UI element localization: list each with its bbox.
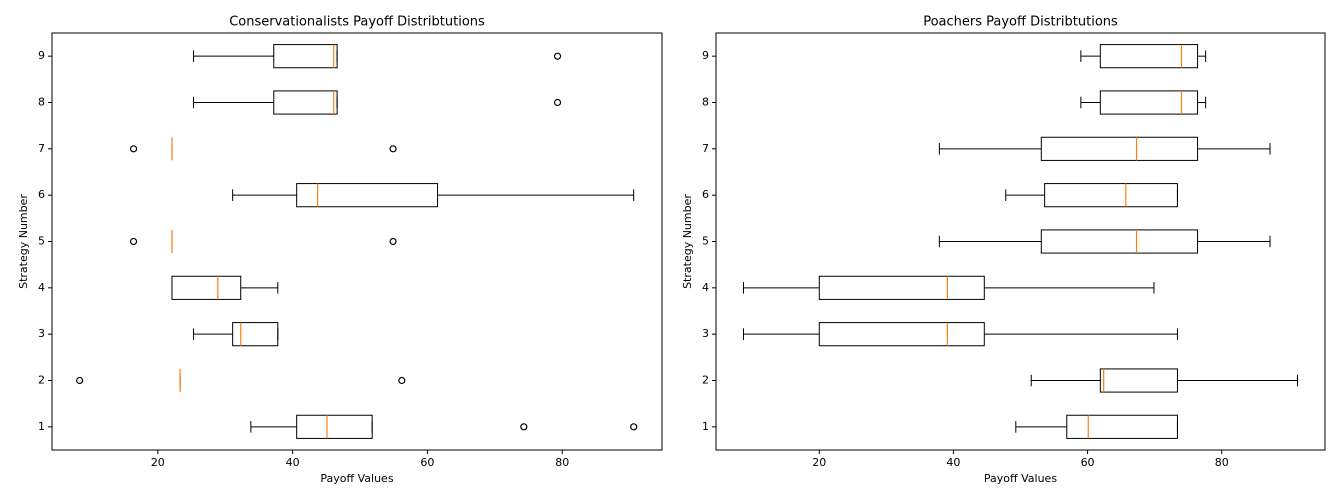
box [818,322,985,347]
y-tick-label: 6 [38,188,45,201]
box [1066,414,1178,439]
flier [389,237,397,246]
y-axis-label: Strategy Number [17,194,30,289]
flier [553,52,562,60]
x-axis-label: Payoff Values [320,472,393,485]
flier [129,145,138,153]
box [1040,229,1199,254]
box [1099,368,1178,393]
box [818,275,985,300]
y-tick-label: 4 [38,281,45,294]
y-tick-label: 3 [702,327,709,340]
y-tick-label: 2 [38,374,45,387]
plot-frame [715,32,1326,451]
box [1044,183,1178,208]
box [273,90,338,115]
flier [553,98,562,107]
y-tick-label: 8 [702,96,709,109]
y-tick-label: 2 [702,374,709,387]
box [232,322,279,347]
box [296,414,373,439]
x-tick-label: 40 [946,456,960,469]
y-tick-label: 7 [702,142,709,155]
x-tick-label: 20 [812,456,826,469]
box [171,275,242,300]
x-tick-label: 60 [420,456,434,469]
y-tick-label: 4 [702,281,709,294]
y-tick-label: 7 [38,142,45,155]
x-tick-label: 80 [1215,456,1229,469]
y-tick-label: 9 [702,49,709,62]
x-tick-label: 80 [555,456,569,469]
flier [520,423,528,431]
x-tick-label: 40 [286,456,300,469]
y-tick-label: 5 [702,235,709,248]
flier [129,237,138,246]
flier [398,376,406,385]
y-tick-label: 8 [38,96,45,109]
box [1040,136,1199,161]
y-axis-label: Strategy Number [681,194,694,289]
x-axis-label: Payoff Values [984,472,1057,485]
box [1099,90,1199,115]
plot-frame [51,32,663,451]
chart-title: Poachers Payoff Distribtutions [923,15,1118,30]
flier [389,145,397,153]
flier [630,423,638,431]
y-tick-label: 6 [702,188,709,201]
x-tick-label: 60 [1081,456,1095,469]
x-tick-label: 20 [151,456,165,469]
flier [76,376,84,385]
y-tick-label: 9 [38,49,45,62]
y-tick-label: 1 [38,420,45,433]
box [1099,44,1199,69]
chart-title: Conservationalists Payoff Distribtutions [229,15,485,30]
y-tick-label: 1 [702,420,709,433]
y-tick-label: 3 [38,327,45,340]
y-tick-label: 5 [38,235,45,248]
box [296,183,439,208]
box [273,44,338,69]
